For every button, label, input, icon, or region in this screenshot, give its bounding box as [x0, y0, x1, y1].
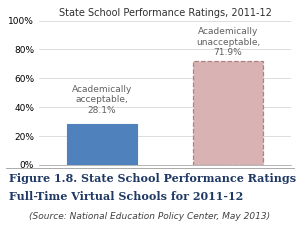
- Title: State School Performance Ratings, 2011-12: State School Performance Ratings, 2011-1…: [58, 8, 272, 19]
- Text: Academically
unacceptable,
71.9%: Academically unacceptable, 71.9%: [196, 27, 260, 57]
- Bar: [67, 124, 137, 165]
- Text: Figure 1.8. State School Performance Ratings of: Figure 1.8. State School Performance Rat…: [9, 173, 300, 184]
- Text: Academically
acceptable,
28.1%: Academically acceptable, 28.1%: [72, 85, 132, 115]
- Bar: [194, 61, 263, 165]
- Text: Full-Time Virtual Schools for 2011-12: Full-Time Virtual Schools for 2011-12: [9, 191, 243, 202]
- Text: (Source: National Education Policy Center, May 2013): (Source: National Education Policy Cente…: [29, 212, 271, 221]
